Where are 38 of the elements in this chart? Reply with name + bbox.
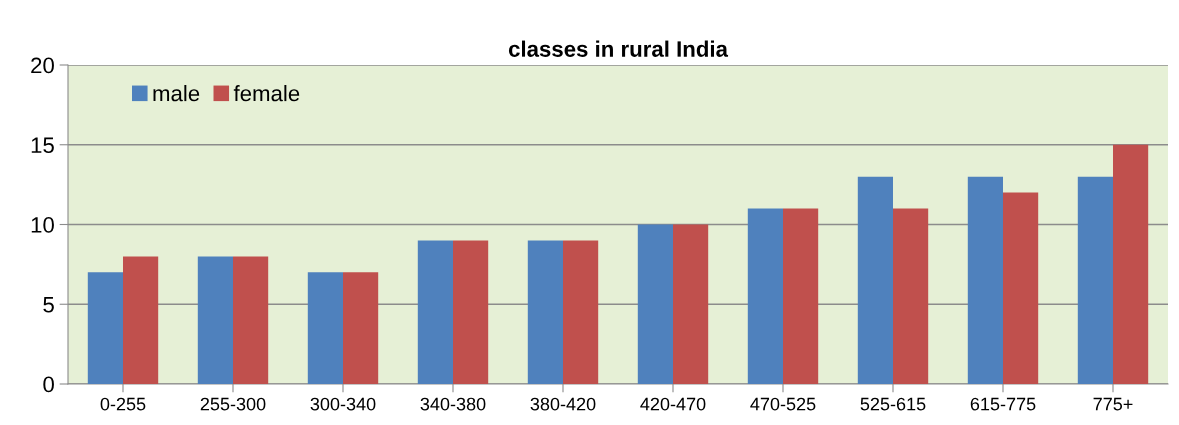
bar <box>893 208 929 384</box>
y-tick-label: 5 <box>43 297 54 313</box>
x-tick-label: 340-380 <box>420 397 486 411</box>
bar <box>857 176 893 384</box>
bar <box>87 272 123 384</box>
bar <box>307 272 343 384</box>
bar <box>783 208 819 384</box>
bar <box>123 256 159 384</box>
y-tick-label: 0 <box>43 376 54 393</box>
x-tick-label: 420-470 <box>640 397 706 411</box>
y-tick-label: 20 <box>31 57 54 74</box>
bar <box>527 240 563 384</box>
legend-label: female <box>233 85 300 102</box>
x-tick-label: 775+ <box>1093 397 1133 411</box>
bar <box>747 208 783 384</box>
y-tick-label: 10 <box>31 217 54 233</box>
bar <box>343 272 379 384</box>
bar <box>1077 176 1113 384</box>
bar <box>563 240 599 384</box>
bar <box>1003 192 1039 384</box>
x-tick-label: 615-775 <box>970 397 1036 411</box>
x-tick-label: 380-420 <box>530 397 596 411</box>
x-tick-label: 470-525 <box>750 397 816 411</box>
x-tick-label: 255-300 <box>200 397 266 411</box>
bar <box>1113 144 1149 384</box>
bar <box>233 256 269 384</box>
bar <box>673 224 709 384</box>
x-tick-label: 525-615 <box>860 397 926 411</box>
legend-label: male <box>153 85 200 102</box>
y-tick-label: 15 <box>31 137 54 154</box>
bar <box>637 224 673 384</box>
bar <box>967 176 1003 384</box>
bar <box>197 256 233 384</box>
bar <box>417 240 453 384</box>
x-tick-label: 300-340 <box>310 397 376 411</box>
chart-title: classes in rural India <box>508 40 729 57</box>
bar <box>453 240 489 384</box>
x-tick-label: 0-255 <box>100 397 146 411</box>
